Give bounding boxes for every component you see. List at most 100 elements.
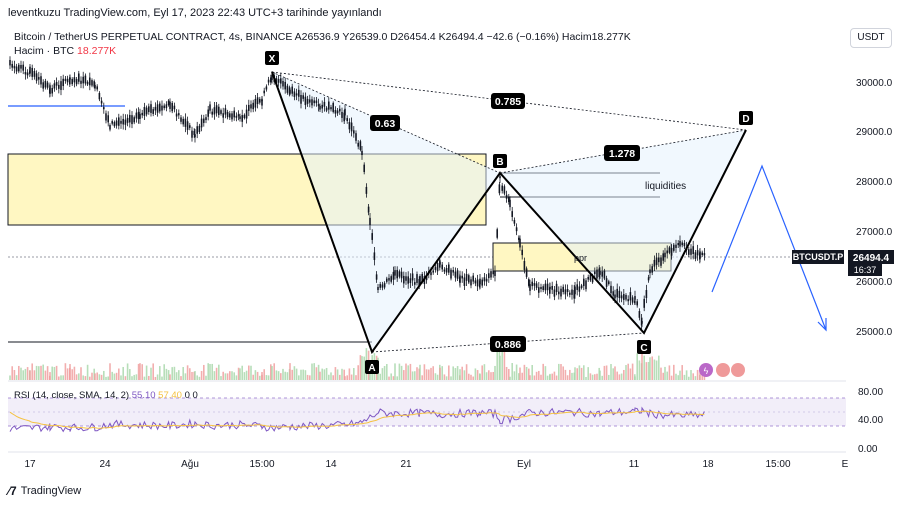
volume-bar [145,365,148,380]
volume-bar [328,374,330,380]
projection-path [711,164,827,331]
ppr-zone [492,242,672,272]
volume-bar [699,374,701,380]
volume-bar [178,370,180,380]
candle-body [538,287,540,293]
candle-body [73,77,76,83]
volume-bar [156,374,159,380]
volume-bar [89,376,91,380]
volume-bar [336,369,339,380]
volume-bar [629,368,632,380]
volume-bar [538,370,540,380]
volume-bar [614,366,616,380]
candle-body [145,107,148,115]
volume-bar [605,365,608,380]
volume-bar [569,369,571,380]
volume-bar [245,370,248,380]
volume-bar [610,364,612,380]
volume-bar [215,367,218,380]
candle-body [363,164,365,172]
candle-body [685,246,688,251]
volume-bar [143,376,146,380]
candle-body [38,77,40,80]
volume-bar [452,366,454,380]
volume-bar [585,376,587,380]
candle-body [558,291,560,295]
currency-button[interactable]: USDT [850,28,892,48]
candle-body [531,281,533,287]
candle-body [298,89,300,97]
candle-body [472,275,474,282]
candle-body [608,281,610,285]
volume-bar [273,363,275,380]
volume-bar [485,372,488,380]
candle-body [311,99,313,106]
volume-bar [655,360,658,380]
volume-bar [42,364,44,380]
volume-bar [620,373,623,380]
candle-body [71,79,73,85]
candle-body [509,199,511,208]
candle-body [367,206,370,213]
volume-bar [566,375,569,380]
volume-bar [118,368,120,380]
candle-body [62,78,64,87]
volume-bar [218,364,220,380]
candle-body [371,233,373,240]
candle-body [33,70,36,77]
candle-body [465,274,468,281]
candle-body [439,260,441,268]
candle-body [343,112,345,122]
volume-bar [84,376,87,380]
candle-body [490,271,492,278]
volume-bar [518,373,520,380]
volume-bar [369,359,371,380]
candle-body [186,121,189,130]
volume-bar [55,365,58,380]
candle-body [407,276,409,284]
volume-bar [304,370,307,380]
volume-bar [133,374,135,380]
volume-bar [353,368,355,380]
candle-body [390,276,392,282]
candle-body [388,277,390,281]
candle-body [518,237,520,240]
candle-body [701,252,703,256]
candle-body [35,73,38,81]
volume-bar [419,364,421,380]
candle-body [528,279,530,286]
rsi-legend: RSI (14, close, SMA, 14, 2) 55.10 57.40 … [14,390,198,401]
volume-bar [643,355,645,380]
candle-body [300,94,302,104]
candle-body [341,111,343,118]
volume-bar [256,371,259,380]
point-label-x: X [269,54,276,65]
volume-bar [558,363,560,380]
volume-bar [91,372,93,380]
candle-body [594,271,596,274]
candle-body [361,150,363,156]
volume-bar [472,376,474,380]
candle-body [519,238,521,248]
symbol-legend: Bitcoin / TetherUS PERPETUAL CONTRACT, 4… [14,31,631,43]
volume-bar [69,364,71,380]
candle-body [560,288,562,297]
volume-bar [468,373,470,380]
candle-body [271,74,273,80]
volume-bar [535,371,538,380]
volume-bar [26,367,29,380]
candle-body [22,64,24,71]
volume-bar [124,376,127,380]
volume-bar [184,373,187,380]
volume-bar [154,376,157,380]
volume-bar [330,372,332,380]
volume-bar [623,369,625,380]
candle-body [319,105,321,110]
candle-body [566,289,569,292]
candle-body [614,294,616,299]
volume-bar [344,376,346,380]
candle-body [703,253,706,256]
volume-bar [653,359,656,380]
volume-bar [280,373,282,380]
